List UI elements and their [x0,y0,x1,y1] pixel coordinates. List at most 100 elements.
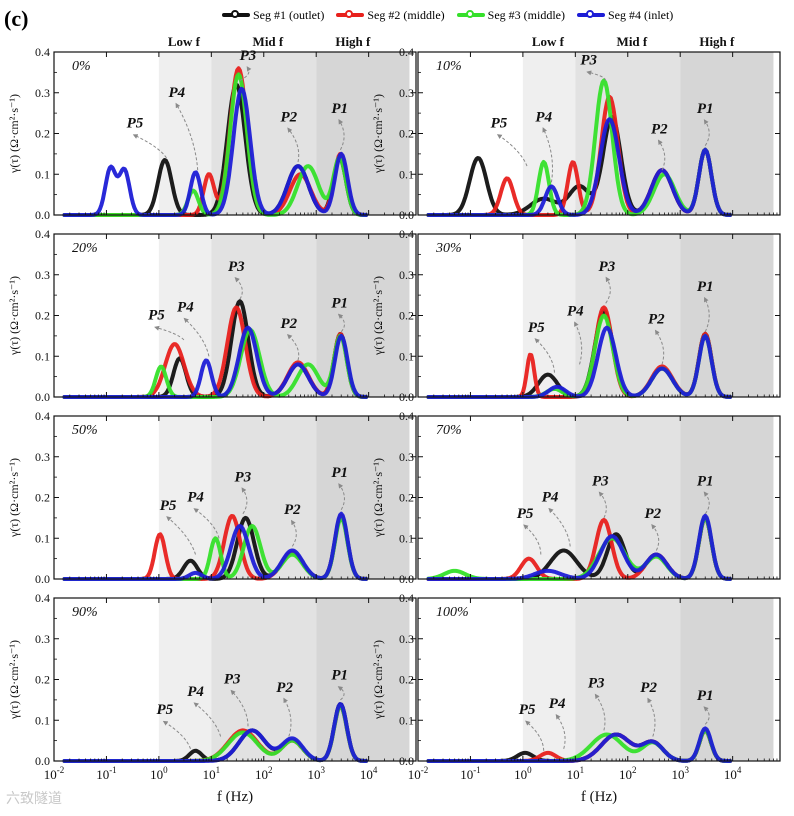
legend: Seg #1 (outlet) Seg #2 (middle) Seg #3 (… [222,6,673,24]
peak-arrow-p5 [132,134,167,159]
panel-8: P5 P4 P3 P2 P1 0.0 0.1 0.2 0.3 0.4 γ(τ) (Ω·cm²·s⁻¹… [371,591,781,805]
x-tick-label: 10-2 [408,765,429,782]
x-tick-label: 102 [619,765,637,782]
y-tick-label: 0.4 [399,227,414,241]
peak-label-p5: P5 [160,498,177,514]
x-tick-label: 100 [150,765,168,782]
peak-arrow-p5 [154,325,185,341]
x-tick-base: 10 [203,767,216,782]
peak-label-p3: P3 [588,676,605,692]
y-tick-label: 0.2 [399,491,414,505]
peak-label-p4: P4 [169,85,186,101]
x-tick-base: 10 [408,767,421,782]
x-tick-exponent: 0 [527,765,532,775]
peak-label-p2: P2 [648,312,665,328]
peak-label-p1: P1 [697,473,714,489]
legend-label-seg1: Seg #1 (outlet) [253,7,325,22]
peak-label-p2: P2 [640,680,657,696]
band-label: Low f [532,34,565,49]
panel-4: P5 P4 P3 P2 P1 0.0 0.1 0.2 0.3 0.4 γ(τ) (Ω·cm²·s⁻¹… [371,227,781,404]
y-axis-label: γ(τ) (Ω·cm²·s⁻¹) [371,640,385,720]
y-tick-label: 0.1 [35,349,50,363]
legend-item-seg2: Seg #2 (middle) [336,8,445,23]
legend-swatch-seg1 [222,10,250,18]
peak-label-p3: P3 [240,48,257,64]
peak-arrow-p5 [496,134,528,167]
band-low-f [158,416,212,579]
peak-label-p3: P3 [580,52,597,68]
peak-label-p4: P4 [177,300,194,316]
peak-arrow-p2 [651,524,660,551]
peak-label-p5: P5 [517,506,534,522]
y-tick-label: 0.0 [399,208,414,222]
peak-arrow-p2 [290,519,297,547]
panel-percent-label: 100% [436,605,469,620]
y-tick-label: 0.0 [35,754,50,768]
y-tick-label: 0.2 [35,309,50,323]
panel-7: P5 P4 P3 P2 P1 0.0 0.1 0.2 0.3 0.4 γ(τ) (Ω·cm²·s⁻¹… [7,591,417,805]
band-label: Low f [168,34,201,49]
x-tick-exponent: -1 [109,765,117,775]
band-low-f [158,598,212,761]
x-tick-exponent: 3 [320,765,325,775]
y-axis-label: γ(τ) (Ω·cm²·s⁻¹) [7,640,21,720]
band-mid-f [575,598,681,761]
y-tick-label: 0.4 [35,591,50,605]
y-axis-label: γ(τ) (Ω·cm²·s⁻¹) [371,276,385,356]
y-tick-label: 0.1 [35,713,50,727]
peak-arrow-p2 [287,334,300,361]
peak-label-p4: P4 [567,304,584,320]
panel-percent-label: 70% [436,423,462,438]
peak-label-p1: P1 [331,668,348,684]
peak-label-p5: P5 [528,320,545,336]
x-tick-exponent: 1 [580,765,585,775]
y-tick-label: 0.2 [399,127,414,141]
y-tick-label: 0.2 [399,673,414,687]
panel-percent-label: 20% [72,241,98,256]
y-tick-label: 0.1 [35,531,50,545]
legend-item-seg4: Seg #4 (inlet) [576,8,673,23]
x-axis-label: f (Hz) [217,789,253,805]
y-tick-label: 0.4 [35,227,50,241]
y-tick-label: 0.1 [399,349,414,363]
y-tick-label: 0.0 [35,208,50,222]
panel-percent-label: 90% [72,605,98,620]
x-tick-label: 100 [514,765,532,782]
panel-label: (c) [4,6,29,31]
band-label: Mid f [617,34,648,49]
panel-2: P5 P4 P3 P2 P1 0.0 0.1 0.2 0.3 0.4 γ(τ) (Ω·cm²·s⁻¹… [371,34,781,222]
x-tick-exponent: 4 [737,765,742,775]
x-tick-exponent: 1 [216,765,221,775]
x-tick-base: 10 [44,767,57,782]
peak-arrow-p5 [166,516,196,555]
peak-arrow-p4 [183,317,210,357]
x-tick-exponent: 2 [632,765,637,775]
y-tick-label: 0.4 [399,591,414,605]
peak-arrow-p3 [230,689,249,727]
peak-arrow-p3 [241,487,248,515]
y-tick-label: 0.4 [399,409,414,423]
peak-arrow-p5 [523,524,542,555]
x-tick-exponent: -2 [421,765,429,775]
peak-label-p5: P5 [491,115,508,131]
peak-label-p4: P4 [542,490,559,506]
panel-percent-label: 10% [436,59,462,74]
y-tick-label: 0.2 [35,127,50,141]
legend-swatch-seg2 [336,10,365,18]
y-axis-label: γ(τ) (Ω·cm²·s⁻¹) [7,276,21,356]
y-tick-label: 0.1 [399,713,414,727]
peak-arrow-p3 [234,276,243,300]
band-high-f [680,52,774,215]
series-line-seg4 [62,86,368,217]
y-tick-label: 0.4 [35,45,50,59]
legend-item-seg1: Seg #1 (outlet) [222,8,324,23]
x-tick-label: 101 [203,765,221,782]
peak-arrow-p3 [605,276,611,304]
watermark: 六致隧道 [6,791,62,807]
x-tick-base: 10 [150,767,163,782]
peak-label-p2: P2 [644,506,661,522]
x-tick-label: 104 [724,765,742,782]
peak-label-p4: P4 [535,109,552,125]
peak-label-p5: P5 [157,702,174,718]
